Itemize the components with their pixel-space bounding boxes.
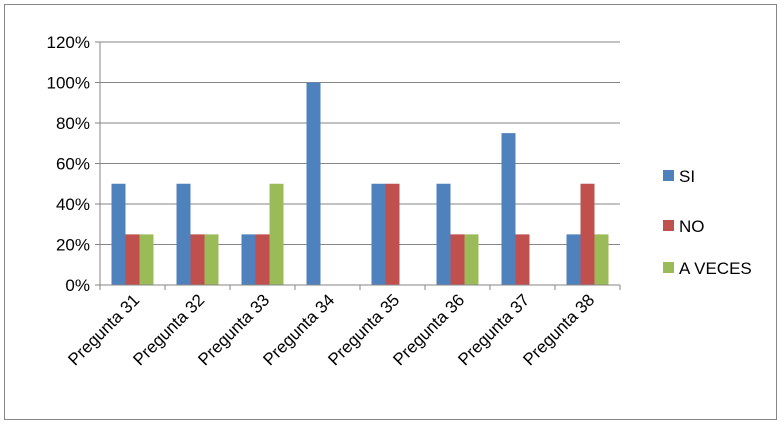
bar-si <box>176 183 191 285</box>
bar-no <box>190 234 205 285</box>
y-axis-tick-labels: 0% 20% 40% 60% 80% 100% 120% <box>47 33 90 295</box>
bar-no <box>515 234 530 285</box>
legend: SI NO A VECES <box>663 167 752 278</box>
bar-a-veces <box>204 234 219 285</box>
bar-no <box>580 183 595 285</box>
bar-si <box>566 234 581 285</box>
y-tick-label: 60% <box>56 155 90 174</box>
axes <box>95 41 621 290</box>
y-tick-label: 80% <box>56 114 90 133</box>
y-tick-label: 20% <box>56 236 90 255</box>
bar-no <box>385 183 400 285</box>
bar-a-veces <box>464 234 479 285</box>
bar-no <box>450 234 465 285</box>
bars <box>111 82 609 285</box>
bar-no <box>255 234 270 285</box>
bar-si <box>306 82 321 285</box>
legend-swatch-no <box>663 220 674 231</box>
bar-si <box>371 183 386 285</box>
legend-label: NO <box>679 217 705 236</box>
legend-label: A VECES <box>679 259 752 278</box>
bar-si <box>436 183 451 285</box>
legend-label: SI <box>679 167 695 186</box>
bar-si <box>241 234 256 285</box>
bar-si <box>501 133 516 285</box>
y-tick-label: 40% <box>56 195 90 214</box>
legend-swatch-a-veces <box>663 262 674 273</box>
bar-a-veces <box>269 183 284 285</box>
bar-a-veces <box>139 234 154 285</box>
legend-swatch-si <box>663 170 674 181</box>
y-tick-label: 100% <box>47 74 90 93</box>
bar-a-veces <box>594 234 609 285</box>
bar-si <box>111 183 126 285</box>
y-tick-label: 120% <box>47 33 90 52</box>
y-tick-label: 0% <box>65 276 90 295</box>
bar-no <box>125 234 140 285</box>
